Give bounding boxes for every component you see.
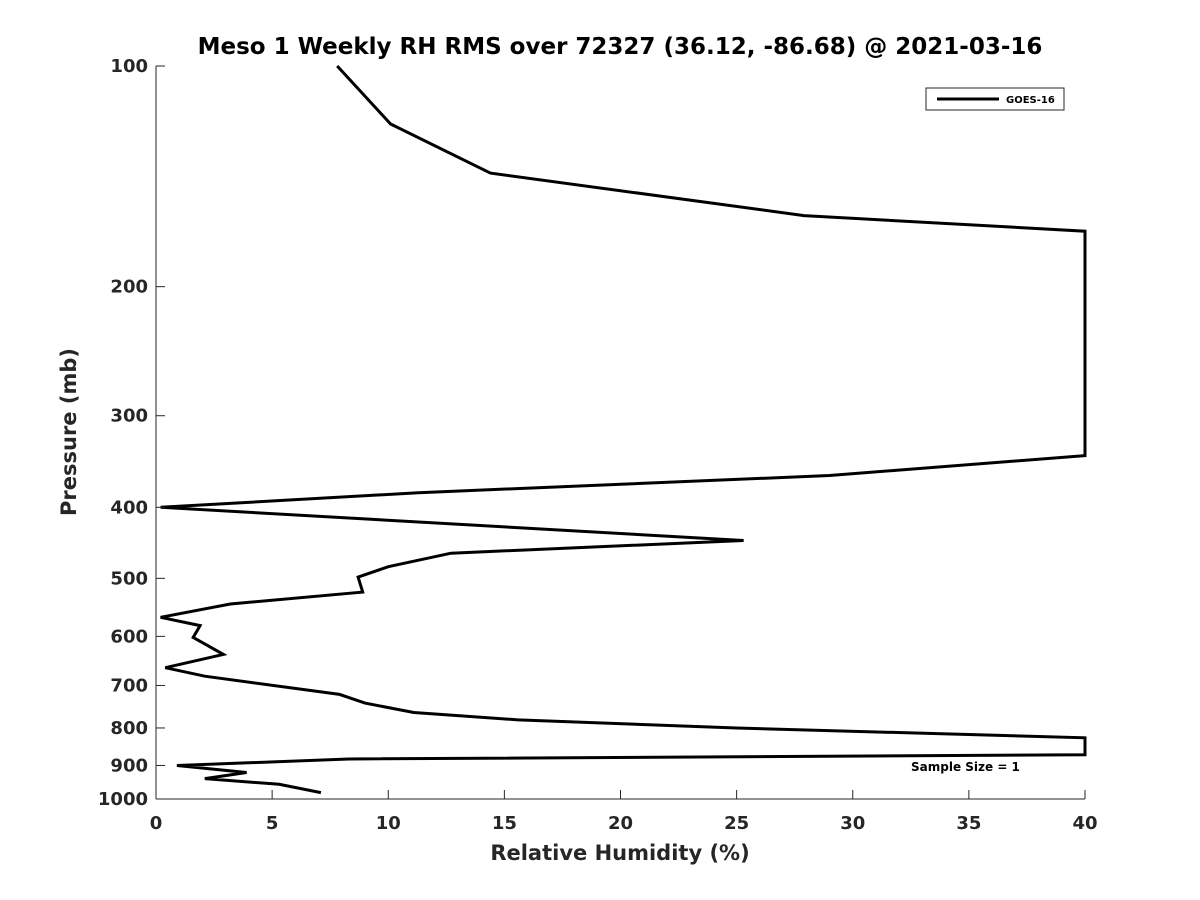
y-tick-label: 800 [110,718,148,739]
plot-area [155,64,1087,800]
x-tick-label: 0 [150,813,163,834]
sample-size-annotation: Sample Size = 1 [911,760,1020,774]
legend-label-goes-16: GOES-16 [1006,95,1055,106]
y-tick-label: 600 [110,626,148,647]
chart-title: Meso 1 Weekly RH RMS over 72327 (36.12, … [198,34,1043,60]
y-tick-label: 300 [110,406,148,427]
y-tick-label: 400 [110,497,148,518]
x-tick-label: 30 [840,813,865,834]
y-tick-label: 700 [110,675,148,696]
y-tick-label: 100 [110,56,148,77]
x-tick-label: 5 [266,813,279,834]
series-layer [160,64,1087,795]
x-axis-ticks: 0 5 10 15 20 25 30 35 40 [150,790,1098,834]
x-tick-label: 15 [492,813,517,834]
y-tick-label: 900 [110,755,148,776]
x-tick-label: 10 [376,813,401,834]
y-tick-label: 500 [110,568,148,589]
x-axis-label: Relative Humidity (%) [490,841,749,865]
x-tick-label: 20 [608,813,633,834]
series-line-goes-16 [160,64,1087,795]
y-axis-ticks: 100 200 300 400 500 600 700 800 900 1000 [98,56,165,810]
legend: GOES-16 [925,87,1065,111]
y-axis-label: Pressure (mb) [57,348,81,516]
y-tick-label: 1000 [98,789,148,810]
plot-background [156,66,1085,799]
x-tick-label: 35 [956,813,981,834]
x-tick-label: 40 [1072,813,1097,834]
y-tick-label: 200 [110,277,148,298]
x-tick-label: 25 [724,813,749,834]
